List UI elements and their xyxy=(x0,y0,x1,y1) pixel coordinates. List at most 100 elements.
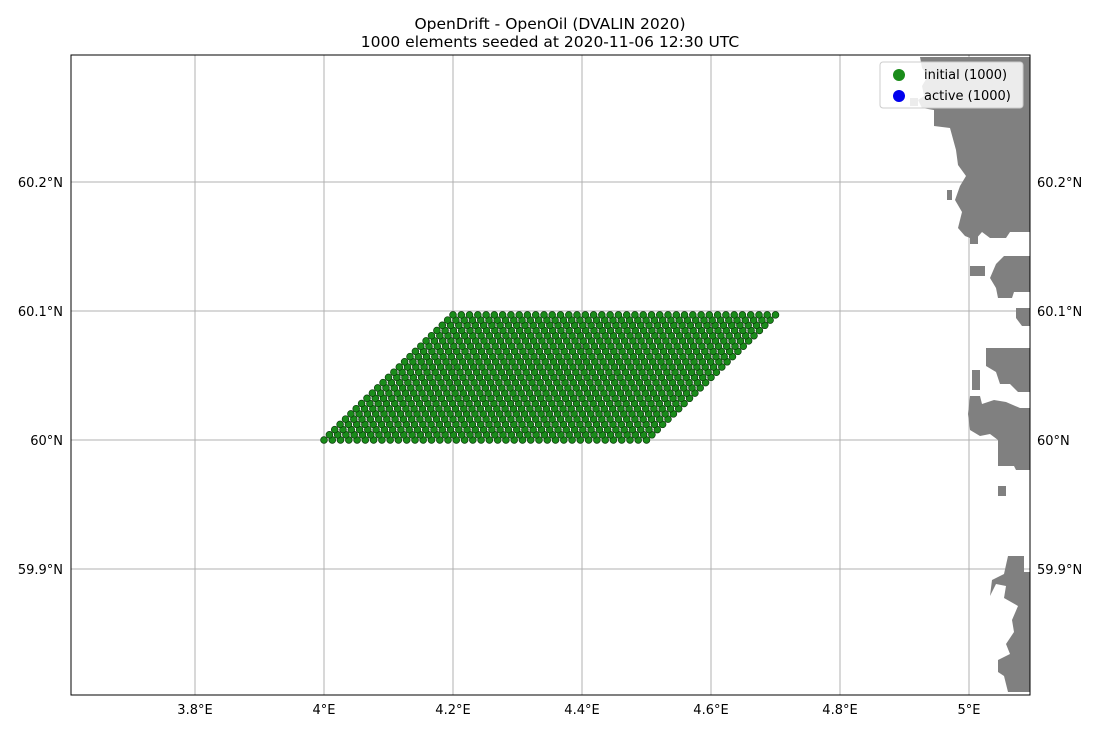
particle-point xyxy=(730,311,738,319)
particle-point xyxy=(507,311,515,319)
particle-point xyxy=(368,389,377,397)
land-coast-south xyxy=(990,556,1030,692)
particle-point xyxy=(320,436,328,444)
legend-marker-initial xyxy=(893,69,905,81)
legend-box xyxy=(879,61,1024,109)
y-tick-label-left: 60.2°N xyxy=(18,176,63,191)
particle-point xyxy=(523,311,532,319)
particle-point xyxy=(347,410,355,418)
land-islet xyxy=(970,236,978,244)
particle-point xyxy=(352,404,360,413)
particle-point xyxy=(664,311,672,319)
particle-point xyxy=(565,311,573,319)
particle-point xyxy=(384,373,393,382)
particle-point xyxy=(755,311,763,319)
land-coast-east-2 xyxy=(986,348,1030,392)
chart-title: OpenDrift - OpenOil (DVALIN 2020) xyxy=(414,15,686,33)
x-tick-label: 4.2°E xyxy=(435,703,470,718)
particle-point xyxy=(363,394,371,403)
particle-point xyxy=(490,311,499,319)
legend-label-initial: initial (1000) xyxy=(924,68,1007,83)
particle-point xyxy=(680,311,689,319)
y-tick-label-left: 59.9°N xyxy=(18,563,63,578)
particle-point xyxy=(417,342,425,350)
plot-frame xyxy=(70,54,1031,696)
x-tick-label: 4°E xyxy=(313,703,336,718)
particle-point xyxy=(373,384,382,392)
particle-point xyxy=(689,311,697,319)
particle-point xyxy=(457,311,466,319)
particle-point xyxy=(746,311,755,319)
particle-point xyxy=(655,311,664,319)
x-tick-label: 4.8°E xyxy=(822,703,857,718)
particle-point xyxy=(395,363,404,371)
particle-point xyxy=(515,311,523,319)
particle-point xyxy=(763,311,771,319)
particle-point xyxy=(548,311,556,319)
particle-point xyxy=(556,311,565,319)
particle-point xyxy=(498,311,507,319)
particle-point xyxy=(427,331,436,340)
particle-point xyxy=(598,311,606,319)
legend-marker-active xyxy=(893,90,905,102)
particle-point xyxy=(639,311,647,319)
land-islet xyxy=(998,486,1006,496)
particle-point xyxy=(325,431,334,439)
particle-point xyxy=(357,399,366,408)
particle-point xyxy=(606,311,614,319)
land-coast-east-1 xyxy=(990,256,1030,298)
x-tick-label: 5°E xyxy=(958,703,981,718)
y-tick-label-right: 60°N xyxy=(1037,434,1070,449)
particle-point xyxy=(672,311,681,319)
particle-point xyxy=(614,311,623,319)
land-islet xyxy=(972,370,980,390)
land-islet xyxy=(947,190,952,200)
particle-point xyxy=(400,358,409,366)
y-tick-label-right: 60.2°N xyxy=(1037,176,1082,191)
legend-label-active: active (1000) xyxy=(924,89,1011,104)
land-islet xyxy=(1016,308,1030,326)
particle-point xyxy=(647,311,656,319)
particle-point xyxy=(738,311,747,319)
particle-point xyxy=(705,311,714,319)
particle-point xyxy=(433,326,441,335)
particle-point xyxy=(722,311,730,319)
y-tick-label-left: 60.1°N xyxy=(18,305,63,320)
particle-point xyxy=(771,311,780,319)
particle-point xyxy=(465,311,474,319)
particle-point xyxy=(573,311,581,319)
particle-point xyxy=(482,311,490,319)
x-tick-label: 3.8°E xyxy=(177,703,212,718)
land-coast-east-3 xyxy=(968,396,1030,470)
y-tick-label-right: 60.1°N xyxy=(1037,305,1082,320)
x-tick-label: 4.6°E xyxy=(693,703,728,718)
particle-point xyxy=(406,352,414,361)
particle-point xyxy=(379,378,387,387)
particle-point xyxy=(474,311,482,319)
chart-subtitle: 1000 elements seeded at 2020-11-06 12:30… xyxy=(360,33,740,51)
land-islet xyxy=(970,266,985,276)
particle-point xyxy=(697,311,705,319)
particle-point xyxy=(622,311,631,319)
particle-point xyxy=(411,347,420,356)
particle-point xyxy=(390,368,398,376)
legend: initial (1000) active (1000) xyxy=(879,61,1024,109)
particle-layer xyxy=(320,311,780,444)
particle-point xyxy=(438,321,447,330)
particle-point xyxy=(336,420,344,429)
particle-point xyxy=(631,311,639,319)
particle-point xyxy=(443,316,452,324)
particle-point xyxy=(589,311,598,319)
y-tick-label-left: 60°N xyxy=(30,434,63,449)
x-tick-label: 4.4°E xyxy=(564,703,599,718)
particle-point xyxy=(531,311,540,319)
particle-point xyxy=(341,415,350,423)
axis-ticks: 3.8°E 4°E 4.2°E 4.4°E 4.6°E 4.8°E 5°E 59.9°N 59.… xyxy=(18,176,1082,718)
particle-point xyxy=(581,311,590,319)
particle-point xyxy=(422,337,430,345)
particle-point xyxy=(713,311,722,319)
particle-point xyxy=(330,425,339,434)
particle-point xyxy=(540,311,548,319)
particle-point xyxy=(449,311,457,319)
